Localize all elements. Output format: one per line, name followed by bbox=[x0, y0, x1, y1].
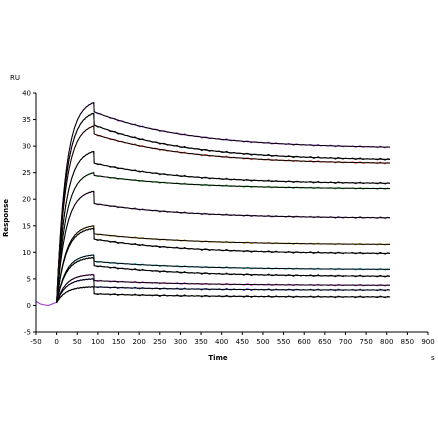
x-axis-title: Time bbox=[208, 354, 227, 362]
x-tick-label: 800 bbox=[380, 338, 393, 346]
y-tick-label: 10 bbox=[22, 249, 31, 257]
series-line bbox=[56, 102, 391, 303]
y-tick-label: 30 bbox=[22, 143, 31, 151]
series-layer bbox=[35, 101, 391, 306]
y-tick-label: 35 bbox=[22, 116, 31, 124]
x-tick-label: 400 bbox=[215, 338, 228, 346]
x-tick-label: 450 bbox=[236, 338, 249, 346]
y-tick-label: 5 bbox=[27, 275, 31, 283]
fit-line bbox=[56, 286, 391, 304]
fit-line bbox=[56, 172, 391, 303]
series-line bbox=[56, 150, 391, 303]
fit-line bbox=[56, 150, 391, 303]
x-tick-label: 900 bbox=[421, 338, 434, 346]
fit-line bbox=[56, 101, 391, 303]
fit-line bbox=[56, 225, 391, 303]
x-tick-label: 0 bbox=[54, 338, 58, 346]
y-tick-label: 0 bbox=[27, 302, 31, 310]
y-axis-ticks: -5 0 5 10 15 20 25 30 35 40 bbox=[22, 90, 36, 337]
fit-line bbox=[56, 112, 391, 303]
x-tick-label: -50 bbox=[30, 338, 41, 346]
series-line bbox=[56, 190, 391, 303]
y-unit-label: RU bbox=[10, 74, 20, 82]
x-unit-label: s bbox=[431, 354, 435, 362]
y-axis-title: Response bbox=[2, 199, 10, 237]
x-tick-label: 50 bbox=[73, 338, 82, 346]
x-tick-label: 700 bbox=[339, 338, 352, 346]
y-tick-label: -5 bbox=[24, 329, 31, 337]
y-tick-label: 15 bbox=[22, 222, 31, 230]
x-tick-label: 500 bbox=[256, 338, 269, 346]
x-tick-label: 200 bbox=[132, 338, 145, 346]
series-line bbox=[56, 172, 391, 303]
series-line bbox=[56, 273, 391, 303]
fit-line bbox=[56, 274, 391, 303]
fit-line bbox=[56, 257, 391, 303]
y-tick-label: 25 bbox=[22, 169, 31, 177]
x-tick-label: 350 bbox=[194, 338, 207, 346]
fit-line bbox=[56, 125, 391, 303]
fit-line bbox=[56, 190, 391, 303]
x-tick-label: 550 bbox=[277, 338, 290, 346]
x-tick-label: 600 bbox=[298, 338, 311, 346]
x-tick-label: 750 bbox=[359, 338, 372, 346]
fit-line bbox=[56, 278, 391, 303]
x-axis-ticks: -50 0 50 100 150 200 250 300 350 400 450 500 550 600 6… bbox=[30, 332, 435, 346]
baseline-trace bbox=[35, 300, 57, 306]
series-line bbox=[56, 227, 391, 303]
x-tick-label: 300 bbox=[174, 338, 187, 346]
y-tick-label: 20 bbox=[22, 196, 31, 204]
x-tick-label: 850 bbox=[401, 338, 414, 346]
series-line bbox=[56, 278, 391, 303]
x-tick-label: 250 bbox=[153, 338, 166, 346]
x-tick-label: 650 bbox=[318, 338, 331, 346]
x-tick-label: 150 bbox=[112, 338, 125, 346]
x-tick-label: 100 bbox=[91, 338, 104, 346]
fit-line bbox=[56, 227, 391, 303]
y-tick-label: 40 bbox=[22, 90, 31, 98]
series-line bbox=[56, 225, 391, 303]
fit-line bbox=[56, 254, 391, 303]
